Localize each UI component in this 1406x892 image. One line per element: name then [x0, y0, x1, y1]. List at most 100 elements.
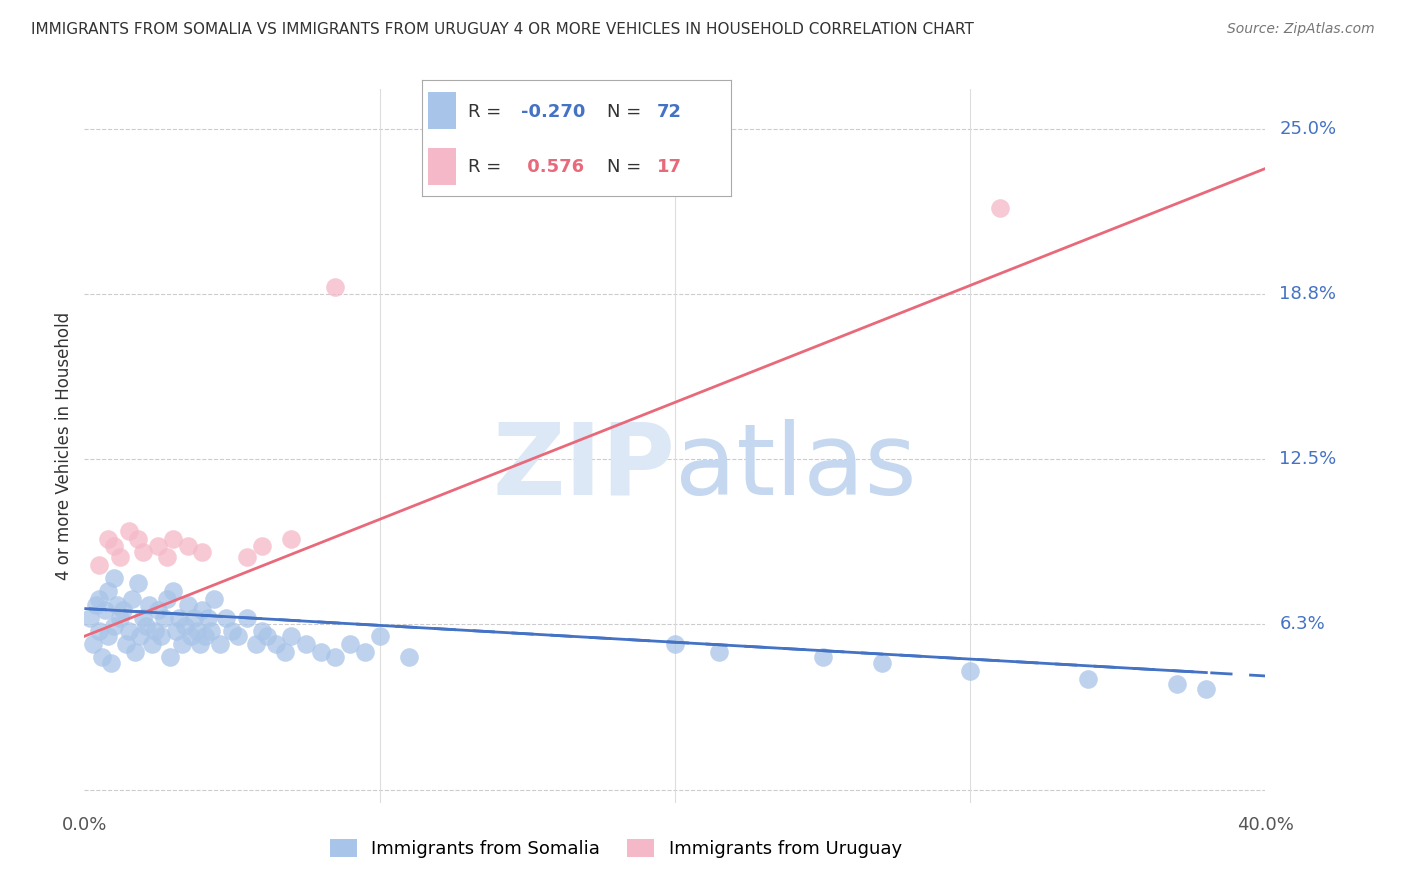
Text: atlas: atlas	[675, 419, 917, 516]
Point	[988, 201, 1011, 215]
Text: 18.8%: 18.8%	[1279, 285, 1336, 303]
Point	[256, 629, 278, 643]
Point	[354, 645, 377, 659]
Point	[97, 629, 120, 643]
Point	[97, 532, 120, 546]
Legend: Immigrants from Somalia, Immigrants from Uruguay: Immigrants from Somalia, Immigrants from…	[322, 831, 910, 865]
Text: N =: N =	[607, 103, 641, 120]
Point	[200, 624, 222, 638]
Point	[91, 650, 114, 665]
Text: 72: 72	[657, 103, 682, 120]
Point	[177, 540, 200, 554]
Point	[103, 571, 125, 585]
Text: 0.576: 0.576	[520, 158, 583, 177]
Point	[87, 624, 111, 638]
Point	[141, 637, 163, 651]
Point	[186, 624, 208, 638]
Point	[191, 545, 214, 559]
Point	[84, 598, 107, 612]
Point	[177, 598, 200, 612]
Point	[162, 532, 184, 546]
Point	[132, 545, 155, 559]
Point	[111, 603, 134, 617]
Point	[197, 611, 219, 625]
Text: N =: N =	[607, 158, 641, 177]
Point	[266, 637, 288, 651]
Point	[165, 624, 187, 638]
Point	[121, 592, 143, 607]
Point	[236, 611, 259, 625]
Text: R =: R =	[468, 103, 502, 120]
Point	[162, 584, 184, 599]
Point	[215, 611, 238, 625]
Point	[309, 645, 332, 659]
Point	[245, 637, 267, 651]
Point	[156, 592, 179, 607]
Text: ZIP: ZIP	[492, 419, 675, 516]
Point	[709, 645, 731, 659]
FancyBboxPatch shape	[427, 147, 456, 185]
Point	[280, 629, 302, 643]
Point	[103, 618, 125, 632]
Point	[398, 650, 420, 665]
Point	[1077, 672, 1099, 686]
Point	[127, 532, 149, 546]
Point	[150, 629, 173, 643]
Text: 12.5%: 12.5%	[1279, 450, 1337, 468]
Point	[325, 280, 347, 294]
Point	[325, 650, 347, 665]
Point	[180, 629, 202, 643]
Point	[143, 624, 166, 638]
Point	[82, 637, 104, 651]
Point	[153, 611, 176, 625]
Point	[959, 664, 981, 678]
Point	[274, 645, 297, 659]
Point	[148, 540, 170, 554]
Point	[368, 629, 391, 643]
Point	[129, 629, 152, 643]
Point	[94, 603, 117, 617]
Text: R =: R =	[468, 158, 502, 177]
Point	[170, 637, 193, 651]
Point	[209, 637, 232, 651]
Text: -0.270: -0.270	[520, 103, 585, 120]
Text: 6.3%: 6.3%	[1279, 615, 1324, 633]
Point	[87, 592, 111, 607]
Point	[105, 598, 128, 612]
Point	[280, 532, 302, 546]
Point	[108, 611, 131, 625]
FancyBboxPatch shape	[427, 92, 456, 129]
Point	[221, 624, 243, 638]
Point	[870, 656, 893, 670]
Point	[135, 618, 157, 632]
Point	[236, 549, 259, 564]
Point	[124, 645, 146, 659]
Text: Source: ZipAtlas.com: Source: ZipAtlas.com	[1227, 22, 1375, 37]
Point	[188, 637, 211, 651]
Y-axis label: 4 or more Vehicles in Household: 4 or more Vehicles in Household	[55, 312, 73, 580]
Point	[100, 656, 122, 670]
Point	[118, 624, 141, 638]
Point	[167, 611, 190, 625]
Point	[295, 637, 318, 651]
Point	[156, 549, 179, 564]
Point	[103, 540, 125, 554]
Point	[114, 637, 136, 651]
Point	[183, 611, 205, 625]
Text: 25.0%: 25.0%	[1279, 120, 1337, 138]
Text: IMMIGRANTS FROM SOMALIA VS IMMIGRANTS FROM URUGUAY 4 OR MORE VEHICLES IN HOUSEHO: IMMIGRANTS FROM SOMALIA VS IMMIGRANTS FR…	[31, 22, 974, 37]
Point	[226, 629, 249, 643]
Point	[118, 524, 141, 538]
Point	[250, 624, 273, 638]
Point	[250, 540, 273, 554]
Point	[87, 558, 111, 572]
Point	[202, 592, 225, 607]
Point	[1166, 677, 1188, 691]
Point	[138, 598, 160, 612]
Point	[339, 637, 361, 651]
Point	[97, 584, 120, 599]
Point	[159, 650, 181, 665]
Point	[664, 637, 686, 651]
Point	[173, 618, 195, 632]
Text: 17: 17	[657, 158, 682, 177]
